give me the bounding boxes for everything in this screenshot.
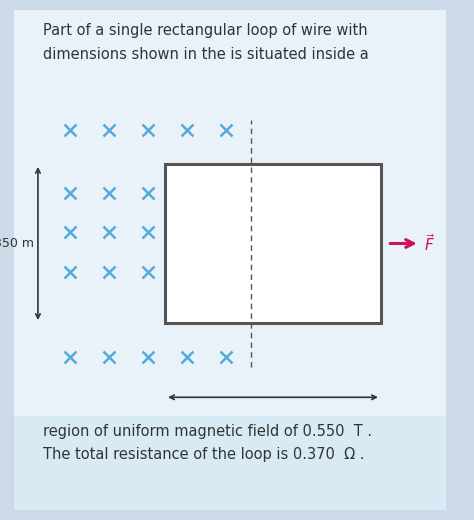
Text: $\vec{F}$: $\vec{F}$: [424, 233, 435, 254]
Text: Part of a single rectangular loop of wire with: Part of a single rectangular loop of wir…: [43, 23, 367, 38]
Text: dimensions shown in the is situated inside a: dimensions shown in the is situated insi…: [43, 47, 368, 62]
Bar: [165, 164, 381, 323]
Text: region of uniform magnetic field of 0.550  T .: region of uniform magnetic field of 0.55…: [43, 424, 372, 439]
Text: 0.750 m: 0.750 m: [246, 421, 301, 434]
Text: 0.350 m: 0.350 m: [0, 237, 34, 250]
Text: The total resistance of the loop is 0.370  Ω .: The total resistance of the loop is 0.37…: [43, 447, 364, 462]
